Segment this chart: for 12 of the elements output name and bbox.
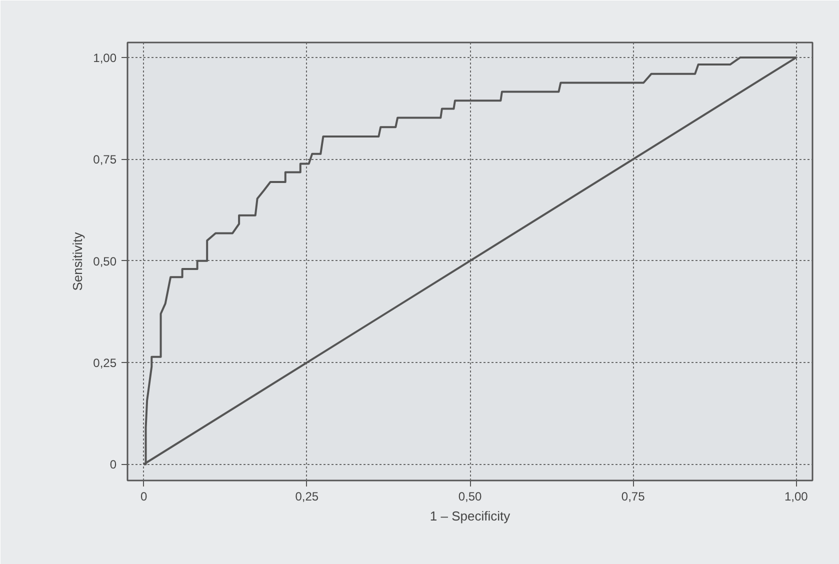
x-tick-label: 1,00 [784, 490, 808, 504]
x-axis-title: 1 – Specificity [430, 508, 511, 524]
y-tick-label: 0,75 [93, 152, 117, 167]
y-tick-label: 0 [110, 458, 117, 472]
y-tick-label: 1,00 [93, 51, 117, 66]
x-tick-label: 0,25 [295, 490, 319, 504]
x-tick-label: 0 [140, 490, 148, 504]
y-tick-label: 0,25 [93, 356, 117, 370]
y-tick-label: 0,50 [93, 254, 117, 268]
x-tick-label: 0,75 [621, 490, 646, 504]
y-axis-title: Sensitivity [70, 232, 86, 291]
x-tick-label: 0,50 [458, 490, 482, 504]
